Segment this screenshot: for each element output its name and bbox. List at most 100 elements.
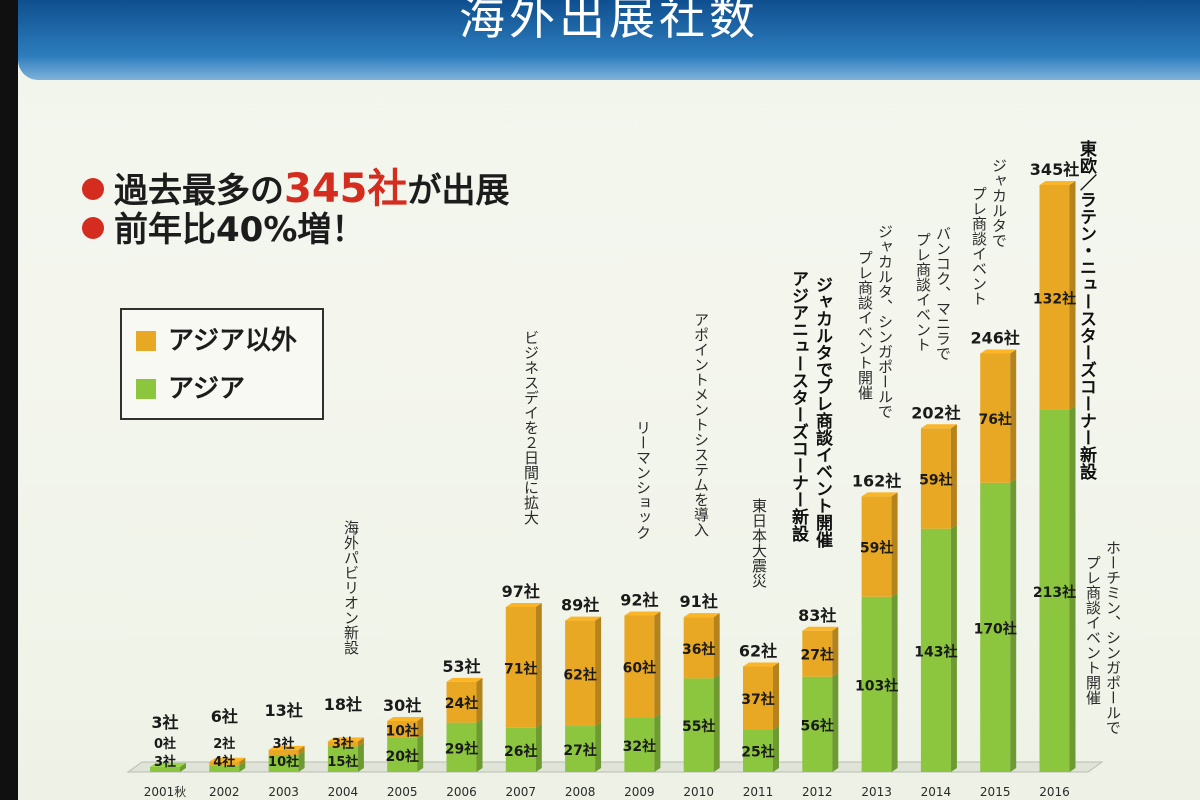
title-band xyxy=(18,0,1200,80)
x-tick-label-14: 2015 xyxy=(980,785,1011,799)
bar-non-asia-9-side xyxy=(713,613,720,679)
value-label-non-asia-8: 60社 xyxy=(623,660,656,677)
total-label-2: 13社 xyxy=(264,701,302,720)
bar-top-5 xyxy=(446,677,483,682)
bar-non-asia-13 xyxy=(920,428,951,529)
total-label-14: 246社 xyxy=(970,328,1019,347)
bar-non-asia-4 xyxy=(387,720,418,738)
total-label-6: 97社 xyxy=(502,582,540,601)
bar-non-asia-2 xyxy=(268,749,299,755)
bar-asia-9 xyxy=(683,678,714,772)
bar-asia-3 xyxy=(327,746,358,772)
legend-swatch-asia xyxy=(136,379,156,399)
annotation-2013-a: ジャカルタ、シンガポールで xyxy=(876,224,894,419)
value-label-asia-7: 27社 xyxy=(563,742,596,759)
value-label-asia-4: 20社 xyxy=(385,748,418,765)
bar-non-asia-11 xyxy=(802,630,833,677)
bar-asia-4-side xyxy=(417,733,424,772)
value-label-asia-14: 170社 xyxy=(974,620,1017,637)
x-tick-label-13: 2014 xyxy=(921,785,952,799)
bar-non-asia-8 xyxy=(624,615,655,718)
bar-non-asia-13-side xyxy=(950,424,957,529)
total-label-10: 62社 xyxy=(739,642,777,661)
bar-non-asia-14 xyxy=(980,353,1011,483)
bar-non-asia-6 xyxy=(505,606,536,728)
bar-asia-10 xyxy=(743,729,773,772)
value-label-asia-2: 10社 xyxy=(268,754,299,770)
total-label-11: 83社 xyxy=(798,606,836,625)
bar-non-asia-3 xyxy=(327,741,358,747)
legend-item-asia: アジア xyxy=(136,368,245,405)
total-label-7: 89社 xyxy=(561,596,599,615)
x-tick-label-4: 2005 xyxy=(387,785,418,799)
x-tick-label-10: 2011 xyxy=(743,785,774,799)
value-label-non-asia-6: 71社 xyxy=(504,660,537,677)
bar-non-asia-1 xyxy=(209,761,240,766)
bar-top-14 xyxy=(980,349,1017,354)
bar-non-asia-7 xyxy=(565,620,596,727)
bar-top-2 xyxy=(268,745,305,750)
bar-top-8 xyxy=(624,611,661,616)
red-bullet-icon xyxy=(82,178,104,200)
legend-item-non-asia: アジア以外 xyxy=(136,320,297,357)
x-tick-label-15: 2016 xyxy=(1039,785,1070,799)
bar-non-asia-5 xyxy=(446,681,477,723)
page-title: 海外出展社数 xyxy=(459,0,759,45)
value-label-asia-10: 25社 xyxy=(741,744,774,761)
bar-top-12 xyxy=(861,492,898,497)
bar-asia-0 xyxy=(150,766,180,772)
bar-asia-4 xyxy=(387,737,418,772)
bar-asia-0-side xyxy=(180,762,186,772)
x-tick-label-2: 2003 xyxy=(268,785,299,799)
value-label-non-asia-12: 59社 xyxy=(860,540,893,557)
total-label-12: 162社 xyxy=(852,471,901,490)
legend: アジア以外 アジア xyxy=(120,308,324,420)
bar-asia-2 xyxy=(268,754,299,772)
value-label-asia-5: 29社 xyxy=(445,740,478,757)
value-label-non-asia-4: 10社 xyxy=(385,722,418,739)
bullet-highlight: 345社 xyxy=(284,166,408,212)
total-label-1: 6社 xyxy=(211,707,238,726)
bar-non-asia-10-side xyxy=(773,662,779,730)
value-label-asia-1: 4社 xyxy=(213,754,235,770)
bar-asia-11 xyxy=(802,676,833,772)
bullet-text: 前年比40%増！ xyxy=(114,210,366,250)
value-label-non-asia-5: 24社 xyxy=(445,695,478,712)
chart: 3社 0社 3社 2001秋 4社 2社 6社 2002 10社 3社 13社 2003 15社 3社 18… xyxy=(126,160,1104,799)
x-tick-label-6: 2007 xyxy=(506,785,537,799)
x-tick-label-11: 2012 xyxy=(802,785,833,799)
annotation-2004: 海外パビリオン新設 xyxy=(342,520,360,655)
bar-asia-6 xyxy=(505,727,536,772)
x-tick-label-0: 2001秋 xyxy=(144,785,187,799)
total-label-5: 53社 xyxy=(442,657,480,676)
bar-top-0 xyxy=(150,762,186,767)
total-label-8: 92社 xyxy=(620,590,658,609)
total-label-3: 18社 xyxy=(324,695,362,714)
annotation-2016-b: ホーチミン、シンガポールで xyxy=(1104,540,1122,735)
annotation-2007: ビジネスデイを２日間に拡大 xyxy=(522,330,540,525)
value-label-asia-6: 26社 xyxy=(504,743,537,760)
bar-non-asia-14-side xyxy=(1010,349,1017,483)
bar-asia-14-side xyxy=(1010,478,1017,772)
annotation-2011: 東日本大震災 xyxy=(750,498,768,588)
bar-asia-13 xyxy=(920,528,951,772)
annotation-2009: リーマンショック xyxy=(634,420,652,540)
bar-top-1 xyxy=(209,757,246,762)
value-label-asia-12: 103社 xyxy=(855,677,898,694)
value-label-asia-8: 32社 xyxy=(623,738,656,755)
bar-non-asia-1-side xyxy=(239,757,246,766)
bar-asia-13-side xyxy=(950,524,957,772)
legend-swatch-non-asia xyxy=(136,331,156,351)
value-label-asia-13: 143社 xyxy=(914,643,957,660)
bar-asia-8 xyxy=(624,717,655,772)
value-label-non-asia-0: 0社 xyxy=(154,736,176,752)
total-label-15: 345社 xyxy=(1030,160,1079,179)
legend-label-non-asia: アジア以外 xyxy=(168,326,297,356)
bar-asia-5 xyxy=(446,722,477,772)
bar-asia-15-side xyxy=(1069,405,1076,772)
bar-asia-15 xyxy=(1039,409,1070,772)
bar-top-13 xyxy=(920,424,957,429)
bar-asia-7-side xyxy=(595,722,602,772)
x-tick-label-8: 2009 xyxy=(624,785,655,799)
total-label-0: 3社 xyxy=(151,713,178,732)
